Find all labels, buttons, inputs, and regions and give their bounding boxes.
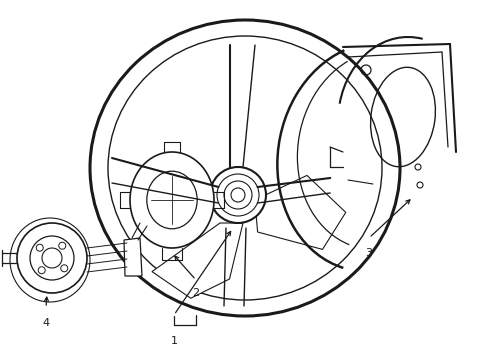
Text: 1: 1	[170, 336, 177, 346]
Circle shape	[209, 167, 265, 223]
Text: 3: 3	[365, 248, 372, 258]
Text: 4: 4	[42, 318, 49, 328]
Ellipse shape	[90, 20, 399, 316]
Polygon shape	[152, 223, 243, 298]
Text: 2: 2	[192, 288, 199, 298]
Ellipse shape	[130, 152, 214, 248]
Ellipse shape	[108, 36, 381, 300]
Polygon shape	[124, 238, 142, 276]
Polygon shape	[254, 175, 345, 249]
Circle shape	[17, 223, 87, 293]
